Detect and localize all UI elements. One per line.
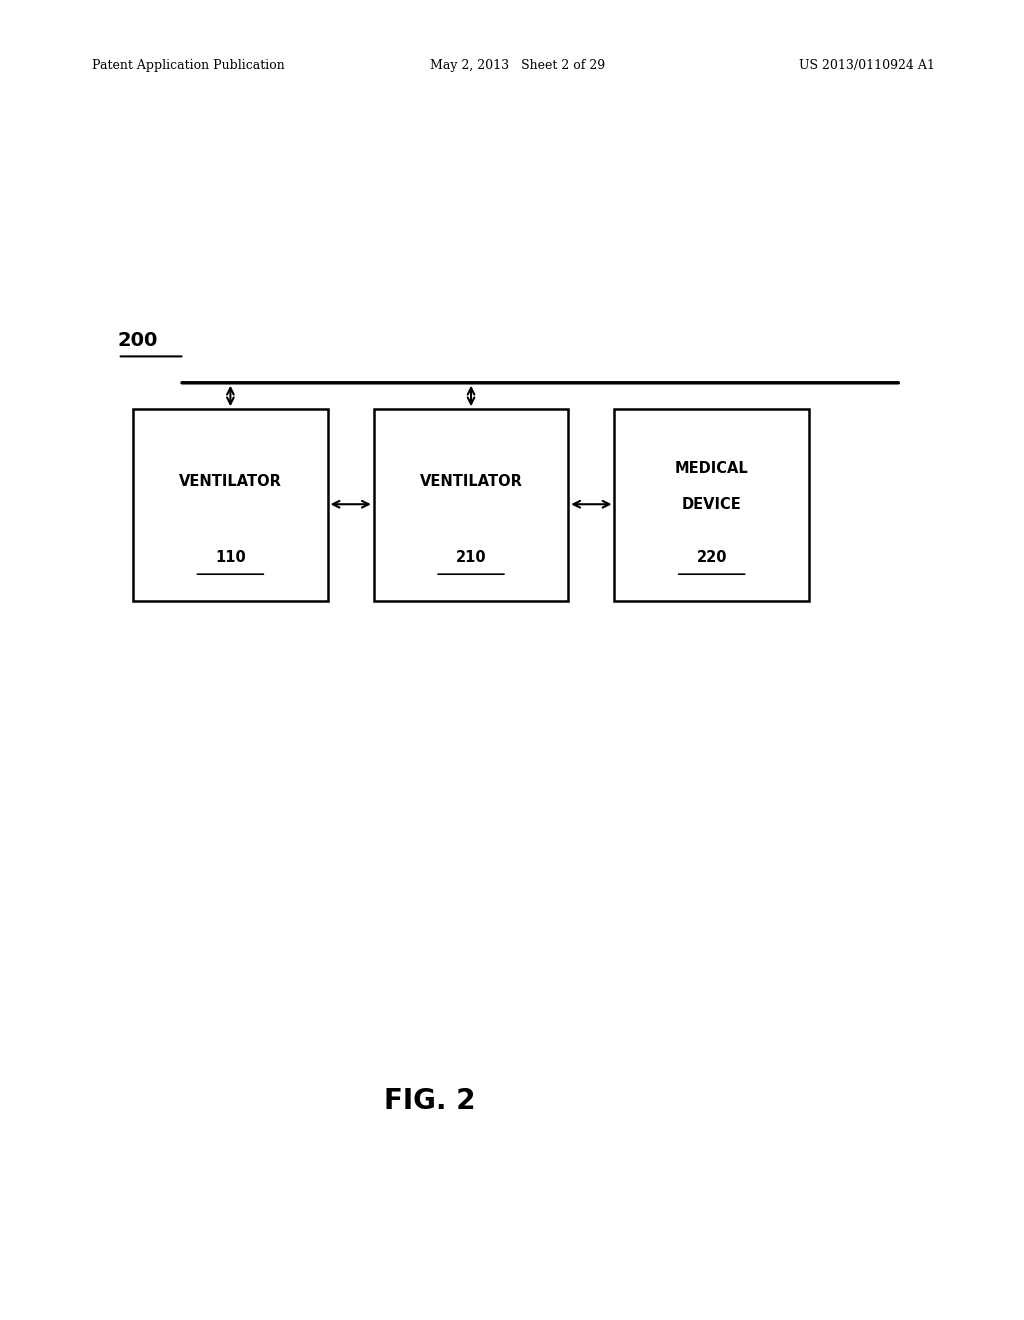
FancyBboxPatch shape <box>133 409 328 601</box>
Text: 200: 200 <box>118 331 158 350</box>
Text: MEDICAL: MEDICAL <box>675 461 749 477</box>
FancyBboxPatch shape <box>614 409 809 601</box>
Text: FIG. 2: FIG. 2 <box>384 1088 476 1115</box>
Text: 210: 210 <box>456 549 486 565</box>
Text: May 2, 2013   Sheet 2 of 29: May 2, 2013 Sheet 2 of 29 <box>430 59 605 73</box>
Text: Patent Application Publication: Patent Application Publication <box>92 59 285 73</box>
FancyBboxPatch shape <box>374 409 568 601</box>
Text: 110: 110 <box>215 549 246 565</box>
Text: VENTILATOR: VENTILATOR <box>179 474 282 490</box>
Text: 220: 220 <box>696 549 727 565</box>
Text: VENTILATOR: VENTILATOR <box>420 474 522 490</box>
Text: DEVICE: DEVICE <box>682 496 741 512</box>
Text: US 2013/0110924 A1: US 2013/0110924 A1 <box>799 59 935 73</box>
